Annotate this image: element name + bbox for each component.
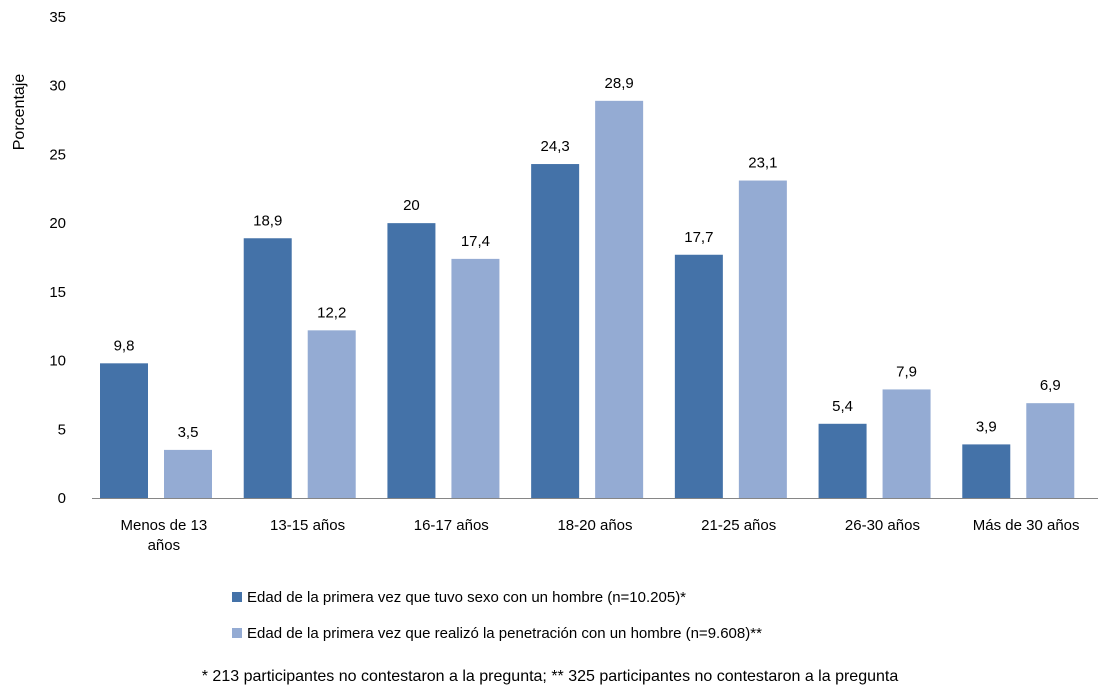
y-tick-label: 0 (58, 490, 66, 507)
y-tick-label: 10 (49, 353, 66, 370)
bar-series-2 (738, 180, 787, 499)
y-tick-label: 25 (49, 146, 66, 163)
y-tick-label: 35 (49, 9, 66, 26)
legend: Edad de la primera vez que tuvo sexo con… (232, 586, 762, 658)
data-label-series-1: 18,9 (253, 212, 282, 229)
data-label-series-1: 17,7 (684, 229, 713, 246)
x-tick-label: 16-17 años (414, 517, 489, 534)
x-tick-label: 26-30 años (845, 517, 920, 534)
footnote: * 213 participantes no contestaron a la … (201, 668, 899, 685)
y-tick-label: 5 (58, 421, 66, 438)
bar-series-2 (307, 330, 356, 498)
data-label-series-1: 24,3 (541, 138, 570, 155)
data-label-series-2: 12,2 (317, 304, 346, 321)
legend-label-series-2: Edad de la primera vez que realizó la pe… (247, 624, 762, 642)
legend-item-series-1: Edad de la primera vez que tuvo sexo con… (232, 586, 762, 608)
bar-series-2 (882, 389, 931, 498)
bar-chart: Porcentaje 0 5 10 15 20 25 30 35 9,8 3,5 Menos de 1… (11, 9, 1098, 554)
legend-item-series-2: Edad de la primera vez que realizó la pe… (232, 622, 762, 644)
bar-series-2 (595, 100, 644, 499)
data-label-series-1: 20 (403, 197, 420, 214)
data-label-series-2: 3,5 (178, 424, 199, 441)
bar-series-1 (962, 444, 1011, 498)
bar-series-1 (818, 423, 867, 498)
y-axis-label: Porcentaje (11, 74, 28, 151)
y-tick-label: 30 (49, 78, 66, 95)
y-tick-label: 20 (49, 215, 66, 232)
legend-swatch-series-1 (232, 592, 242, 602)
x-tick-label: años (148, 537, 181, 554)
bar-series-2 (164, 449, 212, 498)
bar-series-1 (531, 164, 580, 498)
bar-series-1 (674, 254, 723, 498)
data-label-series-2: 23,1 (748, 155, 777, 172)
bar-series-1 (100, 363, 148, 498)
data-label-series-2: 7,9 (896, 363, 917, 380)
data-label-series-2: 17,4 (461, 233, 490, 250)
bar-series-2 (451, 258, 500, 498)
x-tick-label: Menos de 13 (120, 517, 207, 534)
legend-swatch-series-2 (232, 628, 242, 638)
data-label-series-2: 6,9 (1040, 377, 1061, 394)
data-label-series-1: 9,8 (114, 337, 135, 354)
x-tick-label: 13-15 años (270, 517, 345, 534)
x-tick-label: 21-25 años (701, 517, 776, 534)
bar-series-2 (1026, 403, 1075, 498)
legend-label-series-1: Edad de la primera vez que tuvo sexo con… (247, 588, 687, 606)
data-label-series-1: 5,4 (832, 398, 853, 415)
bar-series-1 (243, 238, 292, 498)
y-tick-label: 15 (49, 284, 66, 301)
bar-series-1 (387, 223, 436, 498)
data-label-series-2: 28,9 (605, 75, 634, 92)
x-tick-label: Más de 30 años (973, 517, 1080, 534)
data-label-series-1: 3,9 (976, 418, 997, 435)
x-tick-label: 18-20 años (557, 517, 632, 534)
